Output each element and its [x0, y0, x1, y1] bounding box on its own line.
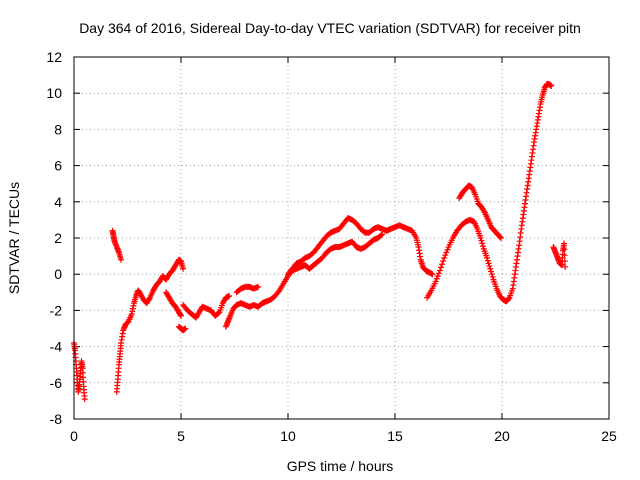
y-tick-label: 4	[54, 194, 62, 210]
x-axis-label: GPS time / hours	[287, 458, 394, 474]
data-point	[488, 271, 495, 278]
data-point	[435, 270, 442, 277]
y-tick-label: 6	[54, 158, 62, 174]
x-tick-label: 5	[177, 428, 185, 444]
y-tick-label: -8	[50, 411, 63, 427]
data-point	[443, 249, 450, 256]
data-point	[481, 208, 488, 215]
y-tick-label: 12	[46, 49, 62, 65]
data-point	[480, 243, 487, 250]
data-point	[478, 237, 485, 244]
plot-frame	[73, 56, 610, 420]
y-tick-label: 2	[54, 230, 62, 246]
data-point	[433, 275, 440, 282]
data-point	[146, 296, 153, 303]
data-point	[182, 325, 189, 332]
data-point	[440, 258, 447, 265]
data-point	[442, 252, 449, 259]
data-point	[561, 240, 568, 247]
data-point	[436, 267, 443, 274]
data-point	[439, 261, 446, 268]
y-tick-label: -6	[50, 375, 63, 391]
data-point	[489, 273, 496, 280]
x-tick-label: 25	[601, 428, 617, 444]
data-point	[379, 231, 386, 238]
y-tick-label: 0	[54, 266, 62, 282]
data-point	[505, 295, 512, 302]
data-point	[429, 271, 436, 278]
data-point	[561, 252, 568, 259]
data-point	[561, 246, 568, 253]
y-tick-label: -4	[50, 339, 63, 355]
data-point	[497, 235, 504, 241]
chart-title: Day 364 of 2016, Sidereal Day-to-day VTE…	[79, 20, 581, 36]
data-point	[178, 312, 184, 319]
data-point	[438, 264, 445, 271]
y-tick-label: 10	[46, 85, 62, 101]
data-point	[488, 268, 495, 275]
data-point	[444, 246, 451, 253]
data-point	[486, 263, 493, 270]
data-point	[275, 288, 282, 295]
data-point	[215, 310, 222, 317]
data-point	[255, 283, 262, 290]
data-point	[487, 265, 494, 272]
data-point	[561, 258, 568, 265]
data-point	[432, 278, 439, 285]
y-tick-label: 8	[54, 121, 62, 137]
data-point	[378, 232, 385, 239]
x-tick-label: 10	[280, 428, 296, 444]
data-point	[118, 256, 125, 263]
data-point	[434, 273, 441, 280]
x-tick-label: 0	[70, 428, 78, 444]
data-point	[484, 254, 491, 261]
data-point	[441, 254, 448, 261]
data-points	[71, 81, 569, 403]
x-tick-label: 15	[387, 428, 403, 444]
data-point	[180, 265, 187, 272]
y-tick-label: -2	[50, 302, 63, 318]
data-point	[477, 235, 484, 241]
data-point	[479, 240, 486, 247]
data-point	[497, 234, 504, 241]
data-point	[562, 263, 569, 270]
data-point	[484, 257, 491, 264]
data-point	[485, 260, 492, 267]
grid-lines	[74, 57, 609, 419]
y-axis-label: SDTVAR / TECUs	[6, 182, 22, 294]
data-point	[226, 292, 233, 299]
y-tick-labels: -8 -6 -4 -2 0 2 4 6 8 10 12	[46, 49, 62, 427]
x-tick-label: 20	[494, 428, 510, 444]
x-tick-labels: 0 5 10 15 20 25	[70, 428, 617, 444]
data-point	[81, 396, 88, 403]
data-point	[548, 82, 555, 89]
